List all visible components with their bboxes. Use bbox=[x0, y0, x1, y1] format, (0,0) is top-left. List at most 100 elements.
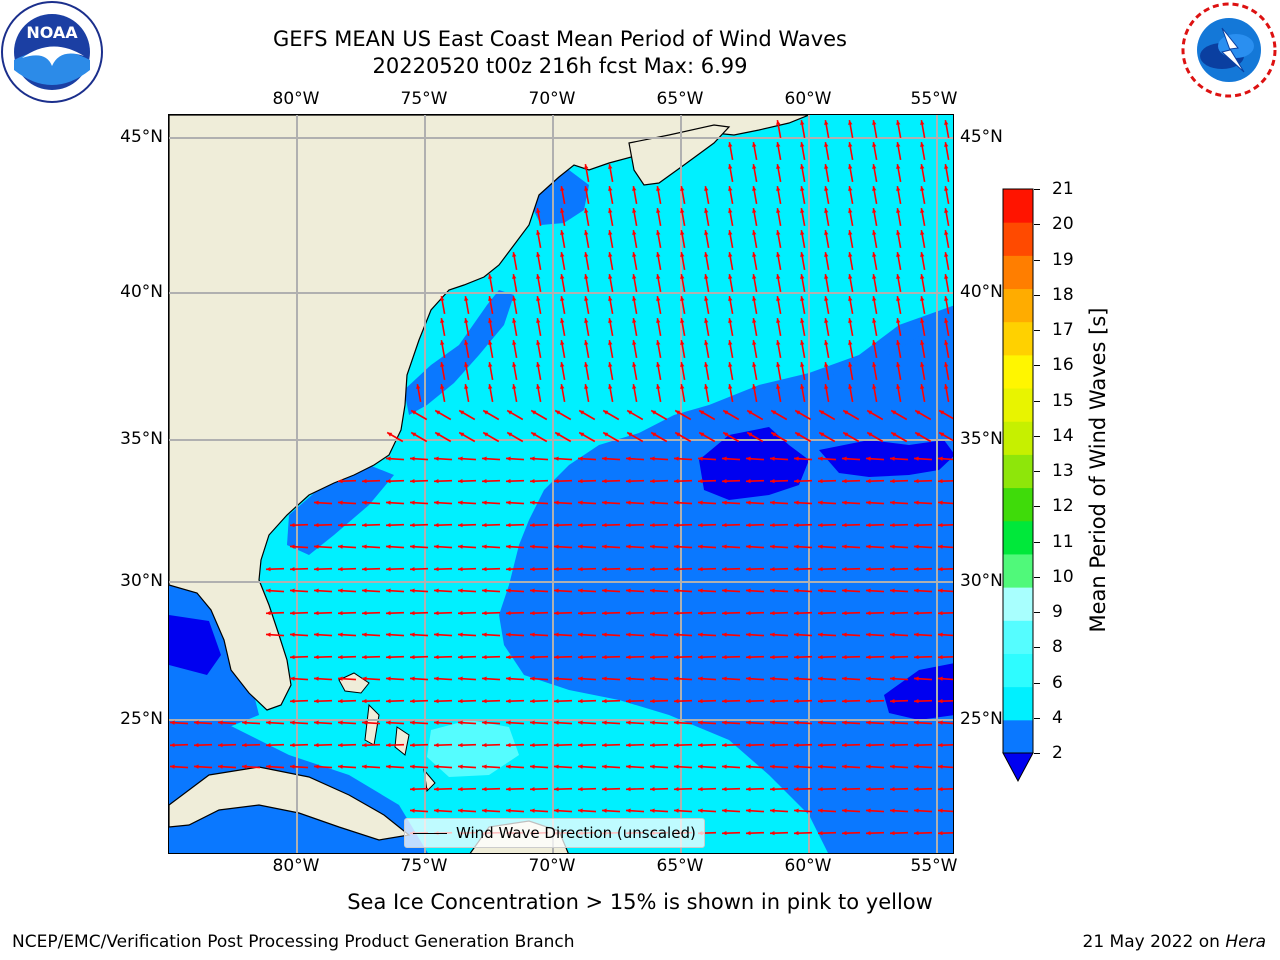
wave-direction-arrowhead bbox=[698, 655, 703, 660]
wave-direction-arrowhead bbox=[554, 743, 559, 748]
wave-direction-arrowhead bbox=[266, 632, 271, 637]
wave-direction-arrowhead bbox=[752, 142, 757, 147]
wave-direction-arrowhead bbox=[338, 699, 343, 704]
wave-direction-arrowhead bbox=[848, 274, 853, 279]
wave-direction-arrowhead bbox=[698, 676, 703, 681]
wave-direction-arrowhead bbox=[266, 588, 271, 593]
wave-direction-arrowhead bbox=[698, 743, 703, 748]
wave-direction-arrowhead bbox=[410, 544, 415, 549]
wave-direction-arrowhead bbox=[266, 611, 271, 616]
map-panel[interactable] bbox=[168, 114, 954, 854]
wave-direction-arrowhead bbox=[560, 230, 565, 235]
wave-direction-arrowhead bbox=[698, 632, 703, 637]
wave-direction-arrowhead bbox=[362, 544, 367, 549]
wave-direction-arrowhead bbox=[584, 186, 589, 191]
wave-direction-arrowhead bbox=[914, 456, 919, 461]
lat-label-right-30n: 30°N bbox=[960, 571, 1003, 591]
wave-direction-arrowhead bbox=[506, 479, 511, 484]
wave-direction-arrowhead bbox=[920, 164, 925, 169]
wave-direction-arrowhead bbox=[602, 787, 607, 792]
wave-direction-arrowhead bbox=[722, 676, 727, 681]
wave-direction-arrowhead bbox=[314, 567, 319, 572]
wave-direction-arrowhead bbox=[650, 544, 655, 549]
wave-direction-arrowhead bbox=[536, 274, 541, 279]
wave-direction-arrowhead bbox=[554, 787, 559, 792]
wave-direction-arrowhead bbox=[290, 588, 295, 593]
wave-direction-arrowhead bbox=[896, 186, 901, 191]
wave-direction-arrowhead bbox=[794, 567, 799, 572]
wave-direction-arrowhead bbox=[938, 456, 943, 461]
wave-direction-arrowhead bbox=[848, 384, 853, 389]
wave-direction-arrowhead bbox=[746, 611, 751, 616]
wave-direction-arrowhead bbox=[818, 611, 823, 616]
wave-direction-arrowhead bbox=[266, 764, 271, 769]
wave-direction-arrowhead bbox=[603, 432, 609, 437]
colorbar-tick-label: 12 bbox=[1052, 496, 1074, 517]
wave-direction-arrowhead bbox=[458, 699, 463, 704]
wave-direction-arrowhead bbox=[794, 611, 799, 616]
wave-direction-arrowhead bbox=[698, 500, 703, 505]
wave-direction-arrowhead bbox=[795, 432, 801, 437]
wave-direction-arrowhead bbox=[842, 588, 847, 593]
lat-label-left-45n: 45°N bbox=[120, 127, 163, 147]
wave-direction-arrowhead bbox=[728, 208, 733, 213]
colorbar-tick-label: 17 bbox=[1052, 320, 1074, 340]
colorbar-tick-mark bbox=[1034, 612, 1040, 613]
wave-direction-arrowhead bbox=[722, 544, 727, 549]
wave-direction-arrowhead bbox=[554, 544, 559, 549]
wave-direction-arrowhead bbox=[602, 479, 607, 484]
wave-direction-arrowhead bbox=[800, 164, 805, 169]
wave-direction-arrowhead bbox=[752, 384, 757, 389]
wave-direction-arrowhead bbox=[938, 611, 943, 616]
wave-direction-arrowhead bbox=[290, 523, 295, 528]
wave-direction-arrowhead bbox=[458, 544, 463, 549]
wave-direction-arrowhead bbox=[818, 655, 823, 660]
wave-direction-arrowhead bbox=[824, 142, 829, 147]
wave-direction-arrowhead bbox=[872, 274, 877, 279]
wave-direction-arrowhead bbox=[848, 362, 853, 367]
wave-direction-arrowhead bbox=[530, 808, 535, 813]
wave-direction-arrowhead bbox=[458, 720, 463, 725]
wave-direction-arrowhead bbox=[680, 230, 685, 235]
wave-direction-arrowhead bbox=[752, 164, 757, 169]
wave-direction-arrowhead bbox=[914, 676, 919, 681]
wave-direction-arrowhead bbox=[482, 787, 487, 792]
wave-direction-arrowhead bbox=[818, 567, 823, 572]
wave-direction-arrowhead bbox=[866, 720, 871, 725]
colorbar-tick-label: 14 bbox=[1052, 425, 1074, 446]
wave-direction-arrowhead bbox=[578, 655, 583, 660]
wave-direction-arrowhead bbox=[818, 479, 823, 484]
wave-direction-arrowhead bbox=[675, 432, 681, 437]
wave-direction-arrowhead bbox=[578, 567, 583, 572]
wave-direction-arrowhead bbox=[434, 479, 439, 484]
wave-direction-arrowhead bbox=[896, 252, 901, 257]
wave-direction-arrowhead bbox=[386, 720, 391, 725]
wave-direction-arrowhead bbox=[674, 720, 679, 725]
wave-direction-arrowhead bbox=[674, 567, 679, 572]
wave-direction-arrowhead bbox=[290, 720, 295, 725]
wave-direction-arrowhead bbox=[194, 720, 199, 725]
lat-label-right-40n: 40°N bbox=[960, 282, 1003, 302]
wave-direction-arrowhead bbox=[914, 611, 919, 616]
wave-direction-arrowhead bbox=[872, 384, 877, 389]
wave-direction-arrowhead bbox=[890, 588, 895, 593]
wave-period-map[interactable] bbox=[169, 115, 954, 854]
colorbar-tick-label: 18 bbox=[1052, 284, 1074, 305]
wave-direction-arrowhead bbox=[554, 720, 559, 725]
wave-direction-arrowhead bbox=[584, 252, 589, 257]
wave-direction-arrowhead bbox=[602, 720, 607, 725]
wave-direction-arrowhead bbox=[512, 296, 517, 301]
wave-direction-arrowhead bbox=[314, 632, 319, 637]
sea-ice-note: Sea Ice Concentration > 15% is shown in … bbox=[347, 890, 933, 914]
wave-direction-arrowhead bbox=[944, 164, 949, 169]
wave-direction-arrowhead bbox=[530, 523, 535, 528]
wave-direction-arrowhead bbox=[890, 831, 895, 836]
wave-direction-arrowhead bbox=[434, 611, 439, 616]
wave-direction-arrowhead bbox=[434, 743, 439, 748]
wave-direction-arrowhead bbox=[602, 523, 607, 528]
wave-direction-arrowhead bbox=[674, 676, 679, 681]
wave-direction-arrowhead bbox=[818, 544, 823, 549]
wave-direction-arrowhead bbox=[770, 523, 775, 528]
wave-direction-arrowhead bbox=[842, 523, 847, 528]
wave-direction-arrowhead bbox=[704, 384, 709, 389]
